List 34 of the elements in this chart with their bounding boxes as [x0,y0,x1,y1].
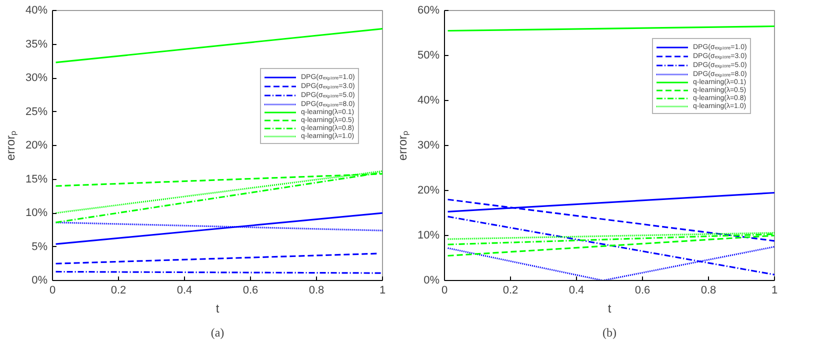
x-axis-title: t [216,302,220,316]
y-tick-label: 20% [417,184,440,196]
x-tick-label: 0.4 [176,284,192,296]
y-tick-label: 0% [424,274,440,286]
x-tick-label: 0.8 [308,284,324,296]
y-tick-label: 30% [25,72,48,84]
text: (a) [210,326,224,340]
x-tick-label: 0.4 [568,284,584,296]
x-tick-label: 1 [771,284,778,296]
y-tick-label: 15% [25,173,48,186]
x-tick-label: 0.2 [110,284,126,296]
x-tick-label: 0.8 [700,284,716,296]
y-tick-label: 35% [25,38,48,50]
x-tick-label: 0 [49,284,56,296]
x-axis-title: t [608,302,612,316]
y-tick-label: 60% [417,4,440,16]
y-tick-label: 30% [417,140,440,152]
y-tick-label: 0% [32,274,48,286]
y-tick-label: 50% [417,50,440,62]
x-tick-label: 0.6 [634,284,650,296]
y-tick-label: 20% [25,140,48,152]
y-tick-label: 5% [32,240,48,253]
text: (b) [602,326,617,340]
y-tick-label: 40% [25,4,48,16]
y-tick-label: 40% [417,94,440,106]
y-tick-label: 10% [25,207,48,219]
y-tick-label: 10% [417,230,440,242]
x-tick-label: 1 [379,284,386,296]
x-tick-label: 0.6 [242,284,258,296]
y-axis-title: errorₚ [395,130,410,161]
x-tick-label: 0 [441,284,448,296]
y-axis-title: errorₚ [3,130,18,161]
x-tick-label: 0.2 [502,284,518,296]
y-tick-label: 25% [25,106,48,118]
